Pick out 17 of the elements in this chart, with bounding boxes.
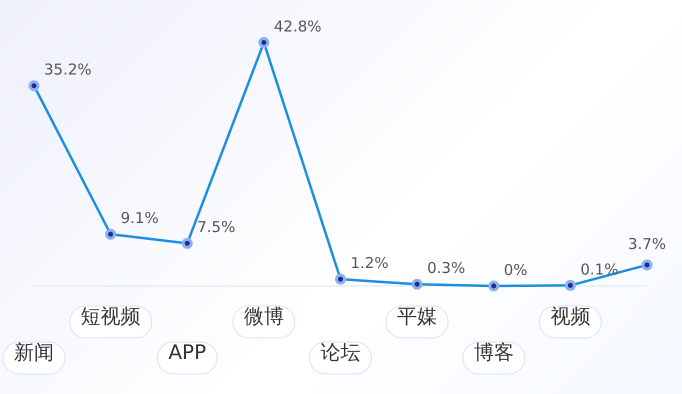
x-tick-label: 博客: [474, 340, 514, 364]
data-label: 0.1%: [580, 260, 618, 278]
data-label: 35.2%: [44, 60, 92, 79]
x-tick-label: 视频: [550, 304, 590, 328]
x-tick-label: 论坛: [320, 340, 360, 364]
x-tick-label: 新闻: [14, 340, 54, 364]
data-label: 9.1%: [120, 209, 159, 228]
x-tick-label: 平媒: [397, 304, 438, 328]
x-tick-label: 短视频: [80, 304, 141, 328]
data-label: 7.5%: [197, 218, 236, 236]
data-label: 0%: [504, 260, 528, 279]
data-label: 42.8%: [274, 17, 322, 36]
x-tick-label: APP: [168, 340, 206, 364]
data-label: 3.7%: [628, 234, 666, 253]
data-label: 1.2%: [350, 254, 389, 272]
x-tick-label: 微博: [244, 304, 284, 328]
data-label: 0.3%: [427, 259, 466, 278]
